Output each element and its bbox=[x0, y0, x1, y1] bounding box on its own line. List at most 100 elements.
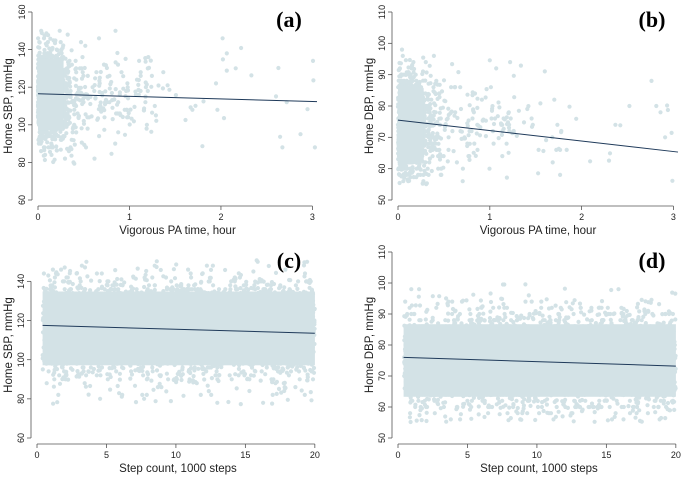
scatter-point bbox=[488, 58, 492, 62]
scatter-point bbox=[113, 29, 117, 33]
scatter-point bbox=[87, 393, 91, 397]
scatter-point bbox=[468, 129, 472, 133]
scatter-point bbox=[265, 365, 269, 369]
scatter-point bbox=[430, 136, 434, 140]
scatter-point bbox=[73, 143, 77, 147]
scatter-point bbox=[164, 389, 168, 393]
scatter-point bbox=[450, 62, 454, 66]
scatter-point bbox=[484, 119, 488, 123]
scatter-point bbox=[434, 135, 438, 139]
scatter-point bbox=[74, 104, 78, 108]
scatter-point bbox=[39, 149, 43, 153]
scatter-point bbox=[149, 85, 153, 89]
scatter-point bbox=[311, 59, 315, 63]
scatter-point bbox=[169, 279, 173, 283]
scatter-point bbox=[103, 102, 107, 106]
scatter-point bbox=[129, 369, 133, 373]
scatter-point bbox=[167, 88, 171, 92]
scatter-point bbox=[300, 388, 304, 392]
scatter-point bbox=[294, 283, 298, 287]
scatter-point bbox=[139, 89, 143, 93]
scatter-point bbox=[574, 117, 578, 121]
scatter-point bbox=[83, 265, 87, 269]
scatter-point bbox=[414, 73, 418, 77]
scatter-point bbox=[286, 398, 290, 402]
scatter-point bbox=[118, 113, 122, 117]
scatter-point bbox=[446, 159, 450, 163]
scatter-point bbox=[145, 127, 149, 131]
scatter-point bbox=[156, 83, 160, 87]
scatter-point bbox=[84, 385, 88, 389]
scatter-point bbox=[186, 268, 190, 272]
scatter-point bbox=[670, 179, 674, 183]
scatter-point bbox=[452, 149, 456, 153]
y-tick-label: 120 bbox=[17, 80, 27, 95]
scatter-point bbox=[429, 98, 433, 102]
scatter-point bbox=[249, 73, 253, 77]
scatter-point bbox=[136, 83, 140, 87]
scatter-point bbox=[139, 74, 143, 78]
scatter-point bbox=[531, 123, 535, 127]
scatter-point bbox=[470, 116, 474, 120]
scatter-point bbox=[71, 282, 75, 286]
scatter-point bbox=[137, 59, 141, 63]
scatter-point bbox=[435, 120, 439, 124]
scatter-point bbox=[145, 393, 149, 397]
scatter-point bbox=[215, 108, 219, 112]
scatter-point bbox=[42, 48, 46, 52]
scatter-point bbox=[449, 85, 453, 89]
scatter-point bbox=[68, 271, 72, 275]
scatter-point bbox=[151, 388, 155, 392]
scatter-point bbox=[411, 60, 415, 64]
y-tick-label: 100 bbox=[17, 117, 27, 132]
scatter-point bbox=[215, 377, 219, 381]
scatter-point bbox=[471, 107, 475, 111]
scatter-point bbox=[414, 79, 418, 83]
scatter-point bbox=[207, 389, 211, 393]
scatter-point bbox=[80, 66, 84, 70]
scatter-point bbox=[71, 99, 75, 103]
scatter-point bbox=[478, 133, 482, 137]
scatter-point bbox=[50, 54, 54, 58]
scatter-point bbox=[87, 370, 91, 374]
scatter-point bbox=[154, 119, 158, 123]
scatter-point bbox=[151, 369, 155, 373]
scatter-point bbox=[237, 367, 241, 371]
scatter-point bbox=[475, 148, 479, 152]
scatter-point bbox=[172, 267, 176, 271]
y-tick-label: 60 bbox=[377, 164, 387, 174]
scatter-point bbox=[436, 167, 440, 171]
scatter-point bbox=[670, 131, 674, 135]
scatter-point bbox=[149, 379, 153, 383]
scatter-point bbox=[496, 100, 500, 104]
panel-label-b: (b) bbox=[639, 7, 666, 32]
scatter-point bbox=[113, 142, 117, 146]
scatter-point bbox=[295, 287, 299, 291]
scatter-point bbox=[54, 54, 58, 58]
scatter-point bbox=[49, 48, 53, 52]
scatter-point bbox=[117, 391, 121, 395]
scatter-point bbox=[115, 51, 119, 55]
scatter-point bbox=[209, 393, 213, 397]
scatter-point bbox=[505, 142, 509, 146]
scatter-point bbox=[48, 134, 52, 138]
scatter-point bbox=[407, 173, 411, 177]
scatter-point bbox=[461, 167, 465, 171]
scatter-point bbox=[49, 130, 53, 134]
scatter-point bbox=[49, 142, 53, 146]
scatter-point bbox=[219, 365, 223, 369]
scatter-point bbox=[102, 128, 106, 132]
scatter-point bbox=[110, 106, 114, 110]
scatter-point bbox=[98, 90, 102, 94]
scatter-point bbox=[446, 148, 450, 152]
scatter-point bbox=[97, 36, 101, 40]
scatter-point bbox=[48, 150, 52, 154]
scatter-point bbox=[508, 60, 512, 64]
scatter-point bbox=[409, 79, 413, 83]
scatter-point bbox=[104, 63, 108, 67]
scatter-point bbox=[161, 86, 165, 90]
scatter-point bbox=[450, 110, 454, 114]
scatter-point bbox=[302, 263, 306, 267]
scatter-point bbox=[228, 287, 232, 291]
